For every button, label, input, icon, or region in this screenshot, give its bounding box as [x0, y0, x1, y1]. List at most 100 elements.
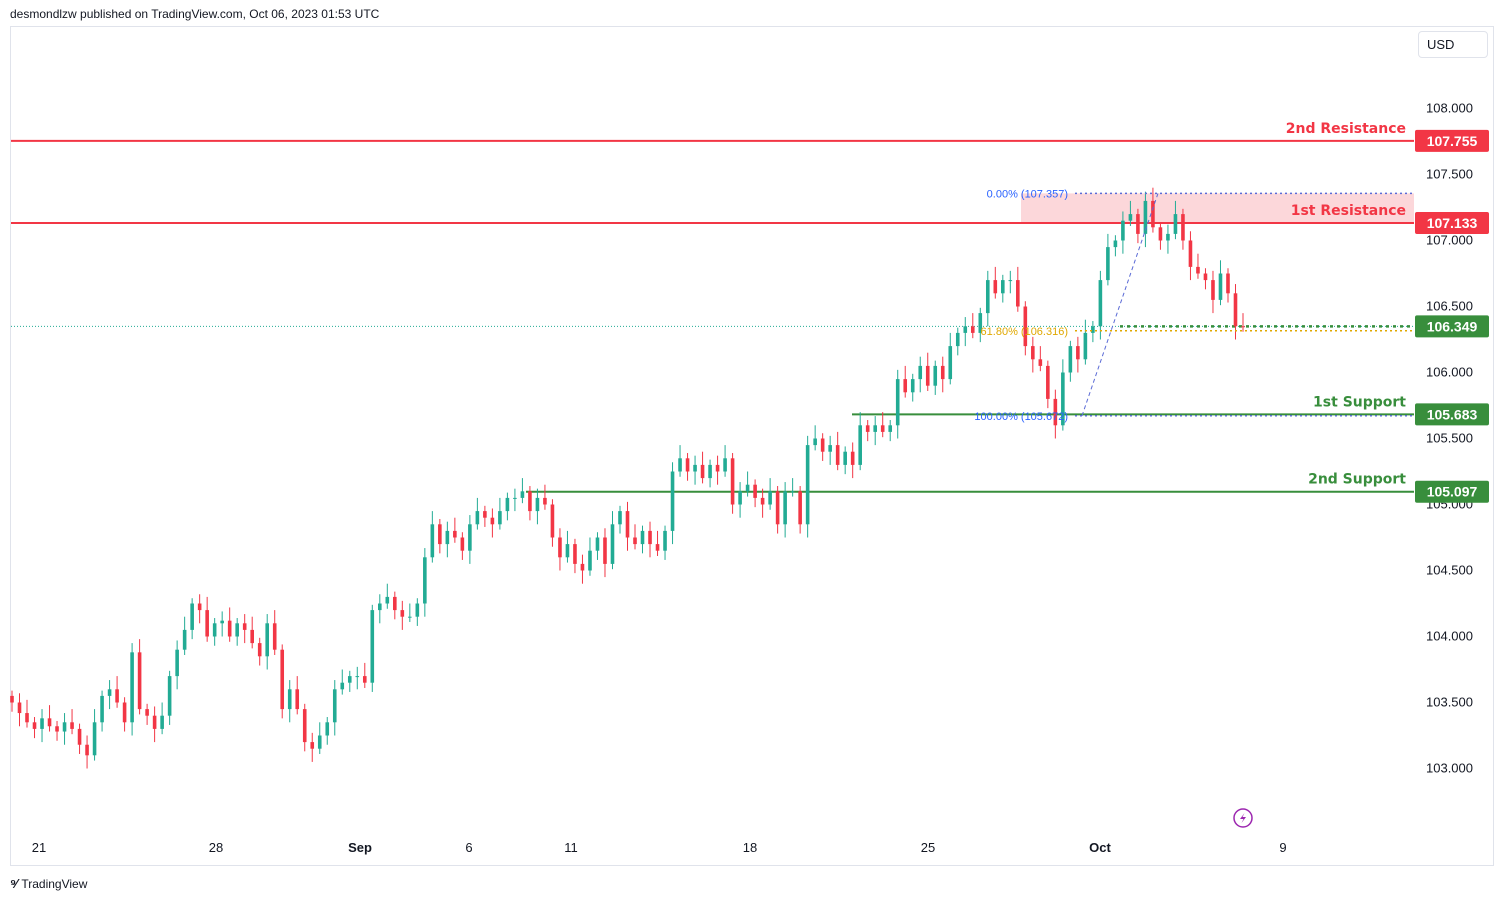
- candle: [768, 478, 772, 510]
- candle: [850, 442, 855, 479]
- candle-body: [588, 550, 592, 571]
- candle-body: [918, 365, 923, 380]
- candle-body: [745, 484, 750, 492]
- candle-body: [227, 620, 232, 637]
- candle: [948, 332, 953, 385]
- candle-body: [347, 676, 352, 683]
- candle: [1053, 389, 1058, 439]
- candle-body: [693, 464, 697, 472]
- candle-body: [775, 491, 780, 525]
- currency-button[interactable]: USD: [1418, 31, 1488, 58]
- candle-body: [648, 530, 652, 545]
- y-tick-label: 105.500: [1426, 431, 1473, 446]
- candle: [362, 662, 367, 688]
- candle: [400, 600, 405, 630]
- candle: [648, 521, 652, 558]
- candle: [528, 486, 532, 521]
- candle-body: [528, 491, 532, 512]
- candle: [693, 455, 697, 485]
- price-badge-text: 107.133: [1427, 215, 1478, 231]
- candle-body: [1188, 240, 1193, 267]
- candle: [1091, 321, 1095, 343]
- candle: [790, 478, 795, 497]
- candle: [438, 519, 442, 554]
- candle-body: [633, 537, 637, 545]
- y-tick-label: 108.000: [1426, 101, 1473, 116]
- time-axis[interactable]: 21 28 Sep 6 11 18 25 Oct 9: [32, 840, 1287, 855]
- candle-body: [880, 425, 885, 432]
- candle: [595, 532, 600, 560]
- candle: [1121, 211, 1125, 254]
- candle: [152, 706, 157, 743]
- x-tick-label: 21: [32, 840, 46, 855]
- candle-body: [280, 649, 285, 710]
- current-price-text: 106.349: [1427, 318, 1478, 334]
- candle-body: [498, 511, 502, 525]
- candle: [317, 722, 322, 754]
- fib-level-label: 100.00% (105.672): [974, 411, 1068, 423]
- candle: [588, 537, 592, 576]
- candle: [415, 598, 420, 626]
- candle: [1143, 191, 1148, 248]
- candle: [1076, 336, 1080, 373]
- candle-body: [505, 497, 510, 512]
- candle: [445, 521, 450, 558]
- candle-body: [122, 702, 127, 723]
- x-tick-label: 6: [465, 840, 472, 855]
- candle-body: [423, 557, 427, 604]
- fib-trend-line: [1081, 193, 1159, 416]
- candle-body: [618, 511, 622, 525]
- candle: [610, 511, 615, 570]
- candle: [618, 505, 622, 534]
- price-badge: [1415, 480, 1489, 503]
- x-tick-label: Sep: [348, 840, 372, 855]
- candle: [107, 680, 112, 710]
- fib-retracement: 0.00% (107.357) 61.80% (106.316) 100.00% (…: [974, 188, 1414, 423]
- candle: [603, 528, 607, 578]
- candle-body: [663, 530, 667, 551]
- candle: [760, 488, 765, 518]
- candle-body: [55, 726, 59, 732]
- candle-body: [438, 524, 442, 545]
- candle: [993, 266, 998, 299]
- candle: [235, 618, 239, 646]
- candle-body: [355, 676, 360, 678]
- candle: [963, 317, 968, 347]
- candle-body: [445, 530, 450, 545]
- candle-body: [685, 458, 690, 472]
- fib-level-label: 61.80% (106.316): [981, 326, 1068, 338]
- candle-body: [970, 326, 975, 333]
- candle: [625, 501, 630, 551]
- y-tick-label: 104.500: [1426, 563, 1473, 578]
- x-tick-label: 28: [209, 840, 223, 855]
- candle: [678, 445, 682, 477]
- candle: [287, 680, 292, 723]
- candle-body: [813, 438, 817, 446]
- price-badge-text: 107.755: [1427, 133, 1478, 149]
- y-tick-label: 104.000: [1426, 629, 1473, 644]
- candle-body: [197, 603, 202, 611]
- footer-brand: ⁹⁄ TradingView: [10, 876, 87, 891]
- candle: [115, 676, 119, 708]
- x-tick-label: 25: [921, 840, 935, 855]
- lightning-icon[interactable]: [1233, 808, 1253, 828]
- candle: [820, 433, 825, 461]
- chart-frame: [10, 26, 1494, 866]
- level-label: 2nd Support: [1308, 472, 1406, 488]
- candle: [933, 360, 938, 395]
- price-axis[interactable]: 103.000103.500104.000104.500105.000105.5…: [1426, 101, 1473, 776]
- candle-body: [640, 530, 645, 545]
- candle-body: [468, 524, 472, 551]
- candle-body: [310, 742, 315, 749]
- candle-body: [235, 623, 239, 637]
- candle: [1113, 235, 1118, 257]
- candle-body: [558, 537, 562, 558]
- candle-body: [798, 491, 802, 525]
- current-price-badge: [1415, 315, 1489, 338]
- candle: [47, 705, 52, 732]
- candle-body: [805, 445, 810, 525]
- candle-body: [1241, 326, 1245, 328]
- candle: [85, 735, 89, 769]
- candle-body: [753, 484, 757, 498]
